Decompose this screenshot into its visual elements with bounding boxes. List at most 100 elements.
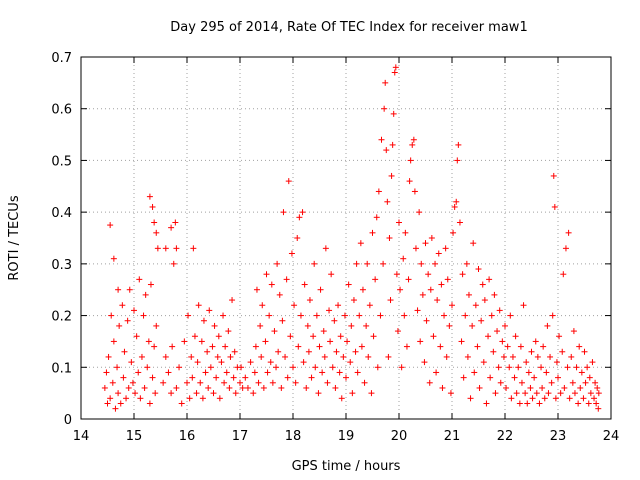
data-point (406, 178, 413, 185)
data-point (578, 369, 585, 376)
data-point (251, 369, 258, 376)
data-point (172, 219, 179, 226)
data-point (227, 353, 234, 360)
data-point (352, 348, 359, 355)
data-point (372, 276, 379, 283)
data-point (176, 364, 183, 371)
data-point (153, 229, 160, 236)
data-point (549, 312, 556, 319)
data-point (340, 353, 347, 360)
data-point (513, 390, 520, 397)
data-point (396, 219, 402, 226)
data-point (191, 333, 198, 340)
data-point (559, 348, 566, 355)
data-point (469, 322, 476, 329)
data-point (116, 322, 123, 329)
data-point (547, 353, 554, 360)
data-point (210, 390, 217, 397)
data-point (343, 374, 349, 381)
data-point (545, 390, 552, 397)
data-point (112, 405, 119, 412)
data-point (428, 235, 435, 241)
data-point (207, 364, 214, 371)
data-point (390, 110, 397, 117)
data-point (341, 312, 348, 319)
data-point (363, 322, 370, 329)
data-point (329, 364, 336, 371)
data-point (319, 369, 326, 376)
data-point (137, 395, 144, 402)
data-point (455, 141, 462, 148)
data-point (275, 348, 282, 355)
data-point (400, 255, 407, 262)
data-point (444, 276, 451, 283)
data-point (142, 291, 149, 298)
data-point (509, 353, 516, 360)
data-point (462, 312, 469, 319)
data-point (222, 343, 229, 350)
data-point (271, 328, 278, 335)
data-point (267, 359, 274, 366)
data-point (303, 384, 310, 391)
data-point (435, 250, 442, 257)
data-point (123, 395, 130, 402)
data-point (128, 359, 135, 366)
x-tick-label: 15 (126, 429, 143, 444)
data-point (467, 395, 474, 402)
data-point (591, 395, 598, 402)
data-point (160, 379, 167, 386)
data-point (297, 312, 304, 319)
data-point (195, 302, 202, 309)
data-point (374, 364, 381, 371)
data-point (347, 359, 354, 366)
data-point (458, 338, 465, 345)
data-point (568, 353, 575, 360)
y-axis-ticks: 0 0.1 0.2 0.3 0.4 0.5 0.6 0.7 (51, 51, 611, 428)
data-point (328, 271, 335, 278)
data-point (453, 198, 460, 205)
data-point (520, 302, 527, 309)
data-point (287, 333, 294, 340)
data-point (556, 333, 563, 340)
data-point (284, 374, 291, 381)
data-point (136, 276, 143, 283)
data-point (327, 338, 334, 345)
data-point (239, 384, 246, 391)
data-point (294, 235, 301, 241)
data-point (331, 317, 338, 324)
data-point (151, 219, 158, 226)
data-point (126, 286, 133, 293)
data-point (416, 209, 423, 216)
data-point (345, 281, 352, 288)
data-point (527, 384, 534, 391)
data-point (562, 245, 569, 252)
data-point (446, 322, 453, 329)
data-point (377, 312, 384, 319)
data-point (185, 312, 192, 319)
data-point (529, 395, 536, 402)
data-point (119, 302, 126, 309)
data-point (516, 400, 523, 407)
data-point (188, 353, 195, 360)
data-point (288, 250, 295, 257)
data-point (274, 260, 281, 267)
data-point (564, 364, 571, 371)
data-point (257, 322, 264, 329)
data-point (173, 245, 180, 252)
data-point (439, 384, 446, 391)
data-point (141, 384, 148, 391)
data-point (378, 136, 385, 143)
data-point (499, 338, 506, 345)
x-tick-label: 18 (285, 429, 302, 444)
data-point (206, 307, 213, 314)
data-point (417, 338, 424, 345)
data-point (326, 307, 333, 314)
data-point (538, 364, 545, 371)
data-point (250, 390, 257, 397)
data-point (370, 333, 377, 340)
data-point (566, 395, 573, 402)
data-point (308, 374, 315, 381)
data-point (103, 369, 110, 376)
data-point (290, 364, 296, 371)
data-point (502, 322, 508, 329)
